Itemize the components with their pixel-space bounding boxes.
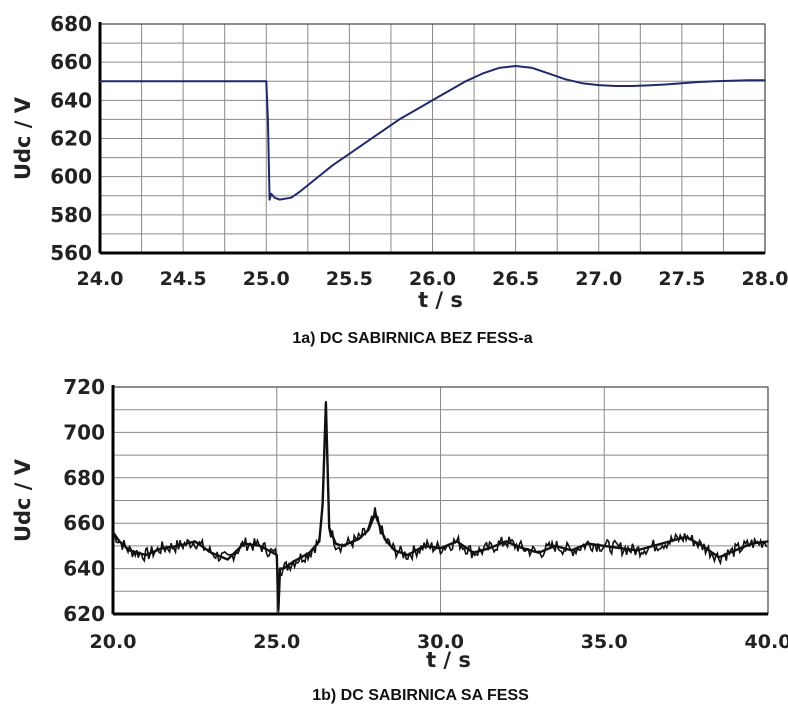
y-tick-label: 700 <box>63 420 105 444</box>
y-tick-label: 640 <box>50 88 92 112</box>
data-point <box>697 81 700 83</box>
x-tick-label: 30.0 <box>417 631 464 653</box>
data-point <box>581 82 583 84</box>
data-point <box>681 82 683 84</box>
data-point <box>548 72 550 75</box>
data-point <box>564 78 567 81</box>
y-tick-label: 680 <box>50 12 92 36</box>
x-tick-label: 24.5 <box>160 268 207 290</box>
data-point <box>764 79 766 82</box>
data-point <box>194 540 196 543</box>
x-axis-label: t / s <box>418 288 463 312</box>
chart-1a: 560 580 600 620 640 660 680 24.0 24.5 25.0 25.5 26.… <box>11 12 788 347</box>
data-point <box>99 80 101 83</box>
data-point <box>381 130 384 132</box>
data-point <box>334 542 337 545</box>
data-point <box>265 80 268 83</box>
y-tick-label: 620 <box>50 127 92 151</box>
y-tick-label: 680 <box>63 466 105 490</box>
x-tick-label: 27.5 <box>658 268 705 290</box>
data-point <box>714 80 716 83</box>
y-axis-label: Udc / V <box>11 458 35 542</box>
data-point <box>664 83 667 86</box>
data-point <box>279 567 281 570</box>
data-point <box>464 80 467 83</box>
data-point <box>505 540 507 543</box>
y-tick-label: 720 <box>63 375 105 399</box>
data-point <box>647 84 650 87</box>
data-point <box>747 79 750 82</box>
chart-caption: 1b) DC SABIRNICA SA FESS <box>312 687 529 704</box>
x-axis-label: t / s <box>426 648 471 672</box>
data-point <box>730 79 733 82</box>
data-point <box>448 89 450 92</box>
data-point <box>348 152 351 155</box>
data-point <box>498 67 500 69</box>
x-tick-label: 24.0 <box>77 268 124 290</box>
x-tick-label: 25.0 <box>243 268 290 290</box>
x-tick-label: 25.5 <box>326 268 373 290</box>
y-tick-label: 620 <box>63 602 105 626</box>
data-point <box>182 80 184 83</box>
data-point <box>431 99 434 102</box>
data-point <box>298 191 301 193</box>
data-point <box>597 84 600 86</box>
data-point <box>631 85 633 87</box>
series-noise <box>112 400 768 615</box>
y-tick-label: 600 <box>50 165 92 189</box>
data-point <box>514 65 517 67</box>
y-tick-label: 660 <box>50 50 92 74</box>
data-point <box>767 540 769 543</box>
data-point <box>226 558 229 561</box>
y-tick-label: 560 <box>50 241 92 265</box>
chart-caption: 1a) DC SABIRNICA BEZ FESS-a <box>292 330 532 347</box>
data-point <box>365 141 367 144</box>
data-point <box>278 198 281 201</box>
y-tick-label: 660 <box>63 511 105 535</box>
data-point <box>614 85 617 87</box>
data-point <box>415 109 417 111</box>
x-tick-label: 28.0 <box>742 268 788 290</box>
data-point <box>331 164 334 167</box>
x-tick-label: 20.0 <box>90 631 137 653</box>
y-tick-label: 640 <box>63 557 105 581</box>
data-point <box>481 72 484 75</box>
data-point <box>315 177 317 180</box>
data-point <box>290 196 292 199</box>
data-point <box>357 538 360 540</box>
data-point <box>268 198 271 201</box>
x-tick-label: 27.0 <box>575 268 622 290</box>
series-line <box>100 65 765 201</box>
chart-1b: 620 640 660 680 700 720 20.0 25.0 30.0 35.0 40.0 t … <box>11 375 788 704</box>
x-tick-label: 35.0 <box>581 631 628 653</box>
data-point <box>270 193 273 195</box>
data-point <box>531 67 534 69</box>
y-axis-label: Udc / V <box>11 96 35 180</box>
x-tick-label: 26.0 <box>409 268 456 290</box>
x-tick-label: 26.5 <box>492 268 539 290</box>
data-point <box>273 196 276 199</box>
data-point <box>267 118 269 121</box>
data-point <box>398 118 401 121</box>
y-tick-label: 580 <box>50 203 92 227</box>
x-tick-label: 25.0 <box>253 631 300 653</box>
x-tick-label: 40.0 <box>745 631 788 653</box>
